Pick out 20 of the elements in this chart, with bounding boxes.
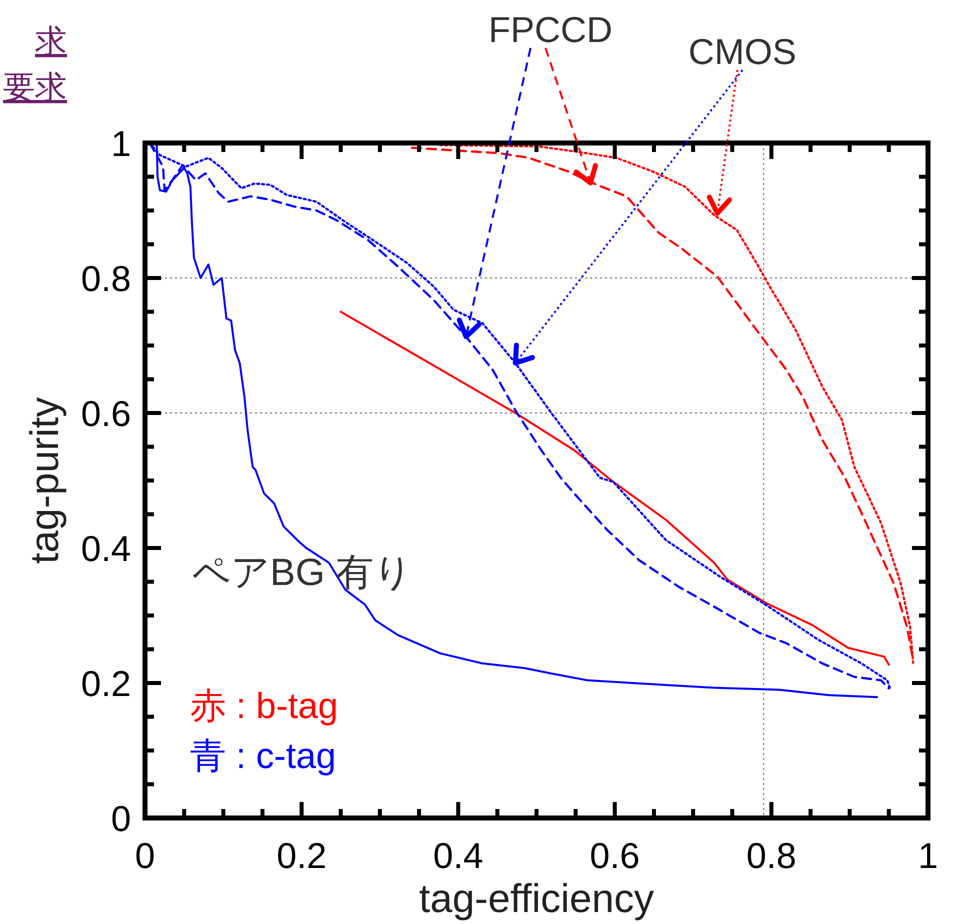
x-axis-title: tag-efficiency [419, 877, 654, 921]
x-tick-label: 0.8 [746, 835, 796, 876]
x-tick-label: 0.4 [433, 835, 484, 876]
y-tick-label: 0.2 [80, 663, 131, 704]
annotation: FPCCD [488, 9, 613, 50]
y-axis-title: tag-purity [23, 397, 67, 564]
text: 求 [35, 23, 67, 59]
y-tick-label: 1 [110, 123, 131, 164]
annotation: 赤 : b-tag [190, 685, 338, 726]
text: 要求 [3, 69, 67, 105]
annotation: 青 : c-tag [190, 735, 336, 776]
x-tick-label: 1 [918, 835, 938, 876]
y-tick-label: 0.8 [80, 258, 131, 299]
x-tick-label: 0.2 [276, 835, 327, 876]
x-tick-label: 0.6 [590, 835, 640, 876]
y-tick-label: 0.4 [80, 528, 131, 569]
annotation: CMOS [688, 31, 796, 72]
annotation: ペアBG 有り [192, 552, 412, 594]
y-tick-label: 0.6 [80, 393, 131, 434]
y-tick-label: 0 [110, 798, 131, 839]
